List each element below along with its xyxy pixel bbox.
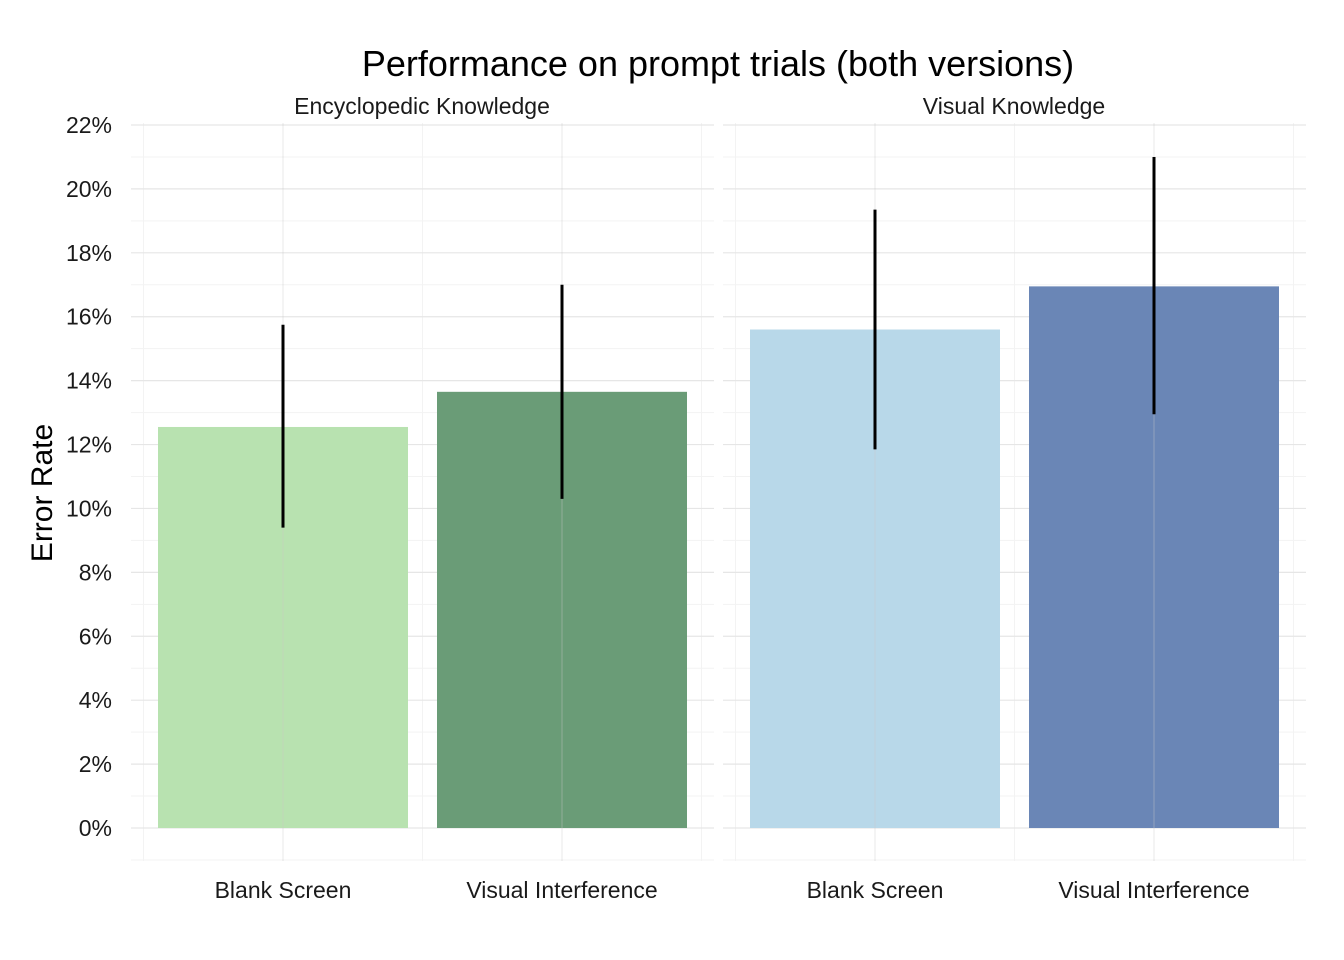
y-axis-title-group: Error Rate	[26, 424, 59, 562]
y-tick-label: 10%	[66, 495, 112, 521]
y-tick-label: 20%	[66, 176, 112, 202]
y-axis-title: Error Rate	[26, 424, 59, 562]
y-tick-label: 0%	[79, 815, 112, 841]
y-tick-label: 4%	[79, 687, 112, 713]
facet-label: Visual Knowledge	[923, 93, 1105, 119]
x-tick-label: Blank Screen	[807, 877, 944, 903]
y-tick-label: 6%	[79, 623, 112, 649]
y-tick-label: 14%	[66, 368, 112, 394]
x-tick-label: Visual Interference	[1058, 877, 1249, 903]
y-tick-label: 22%	[66, 112, 112, 138]
y-tick-label: 16%	[66, 304, 112, 330]
chart-title: Performance on prompt trials (both versi…	[362, 43, 1074, 84]
y-tick-label: 18%	[66, 240, 112, 266]
y-tick-label: 12%	[66, 432, 112, 458]
facet-panel: Visual Knowledge Blank Screen Visual Inter…	[723, 93, 1306, 903]
chart-title-group: Performance on prompt trials (both versi…	[362, 43, 1074, 84]
x-tick-label: Visual Interference	[466, 877, 657, 903]
y-tick-label: 2%	[79, 751, 112, 777]
y-tick-label: 8%	[79, 559, 112, 585]
y-tick-labels: 0% 2% 4% 6% 8% 10% 12% 14% 16% 18% 20% 22%	[66, 112, 112, 841]
x-tick-label: Blank Screen	[215, 877, 352, 903]
facet-label: Encyclopedic Knowledge	[294, 93, 550, 119]
facet-panel: Encyclopedic Knowledge Blank Screen Visual…	[131, 93, 714, 903]
